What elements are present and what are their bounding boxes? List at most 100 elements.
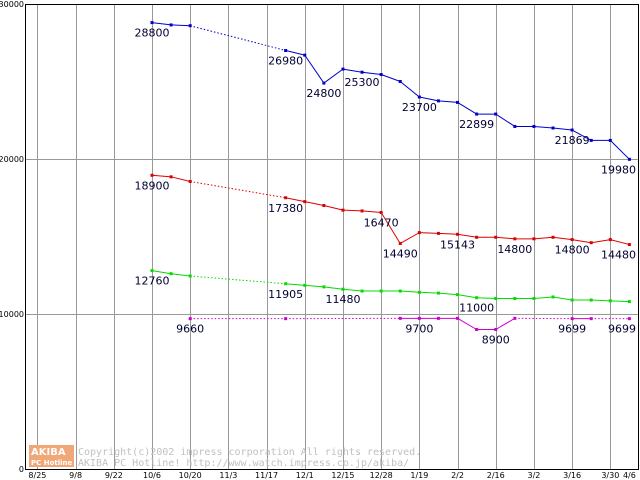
data-point (360, 209, 364, 213)
x-tick-label: 9/22 (105, 471, 123, 480)
copyright-watermark: AKIBA PC Hotline Copyright(c)2002 impres… (29, 445, 421, 469)
data-point (436, 99, 440, 103)
data-point (532, 124, 536, 128)
data-point (494, 112, 498, 116)
data-point (341, 67, 345, 71)
series-segment (190, 25, 286, 51)
series-segment (495, 236, 515, 240)
data-point (150, 21, 154, 25)
data-label: 28800 (134, 27, 169, 40)
series-segment (610, 239, 630, 246)
series-segment (457, 233, 477, 238)
data-labels: 28800 26980 24800 25300 23700 22899 21869 19980… (134, 27, 636, 347)
data-label: 24800 (306, 87, 341, 100)
series-segment (495, 317, 516, 330)
series-segment (457, 317, 477, 330)
data-point (379, 210, 383, 214)
data-label: 17380 (268, 202, 303, 215)
data-point (627, 157, 631, 161)
x-tick-label: 12/15 (331, 471, 354, 480)
data-label: 9699 (558, 323, 586, 336)
data-point (456, 232, 460, 236)
series-segment (552, 236, 573, 241)
series-segment (304, 284, 324, 288)
series-segment (151, 270, 172, 275)
series-segment (572, 239, 592, 244)
data-point (589, 138, 593, 142)
x-tick-label: 9/8 (69, 471, 82, 480)
x-tick-label: 12/1 (296, 471, 314, 480)
series-segment (400, 290, 420, 293)
data-point (322, 204, 326, 207)
data-label: 8900 (482, 334, 510, 347)
data-label: 22899 (459, 118, 494, 131)
series-segment (304, 54, 325, 84)
data-point (322, 81, 326, 85)
data-point (627, 243, 631, 247)
data-label: 9660 (176, 323, 204, 336)
data-label: 9699 (608, 323, 636, 336)
logo-bottom-block (29, 457, 74, 467)
data-point (398, 316, 402, 320)
copyright-line: Copyright(c)2002 impress corporation All… (78, 447, 421, 458)
data-point (169, 272, 173, 276)
series-segment (552, 127, 573, 131)
data-point (475, 328, 479, 331)
data-point (169, 23, 173, 27)
series-segment (533, 236, 554, 240)
data-label: 19980 (601, 163, 636, 176)
series-segment (419, 96, 439, 102)
x-tick-labels: 8/25 9/8 9/22 10/6 10/20 11/3 11/17 12/1 12/15 12… (28, 471, 635, 480)
data-point (513, 124, 517, 128)
data-point (417, 95, 421, 99)
series-2 (150, 173, 631, 247)
series-segment (552, 296, 573, 301)
data-point (150, 173, 154, 177)
series-segment (380, 74, 401, 82)
data-point (398, 289, 402, 293)
data-point (284, 282, 288, 286)
data-point (570, 317, 574, 321)
series-segment (400, 232, 420, 244)
series-segment (285, 197, 305, 203)
series-segment (419, 291, 439, 294)
series-segment (457, 101, 477, 115)
series-segment (151, 174, 172, 178)
data-point (150, 269, 154, 273)
x-tick-label: 3/30 (601, 471, 619, 480)
data-point (436, 291, 440, 295)
series-segment (495, 113, 516, 127)
data-point (494, 235, 498, 239)
y-tick-label: 30000 (0, 0, 24, 9)
data-label: 12760 (134, 275, 169, 288)
data-point (284, 49, 288, 52)
data-point (341, 208, 345, 212)
data-point (589, 241, 593, 245)
series-segment (171, 24, 191, 27)
series-segment (323, 68, 344, 84)
data-label: 21869 (555, 134, 590, 147)
series-segment (190, 180, 286, 199)
data-point (379, 289, 383, 293)
data-label: 26980 (268, 55, 303, 68)
series-segment (533, 125, 554, 129)
axes (25, 4, 639, 470)
y-tick-label: 20000 (0, 155, 24, 164)
series-segment (591, 299, 611, 302)
series-segment (571, 129, 592, 141)
data-point (188, 317, 192, 321)
data-point (436, 231, 440, 235)
data-point (417, 290, 421, 294)
data-point (169, 175, 173, 179)
data-point (188, 24, 192, 28)
series-segment (342, 68, 363, 73)
series-segment (342, 288, 363, 292)
data-point (417, 316, 421, 320)
series-segment (438, 292, 458, 296)
data-point (551, 295, 555, 299)
series-segment (533, 296, 554, 299)
series-segment (610, 300, 630, 303)
y-tick-label: 10000 (0, 310, 24, 319)
x-tick-label: 11/3 (219, 471, 237, 480)
x-tick-label: 1/19 (410, 471, 428, 480)
